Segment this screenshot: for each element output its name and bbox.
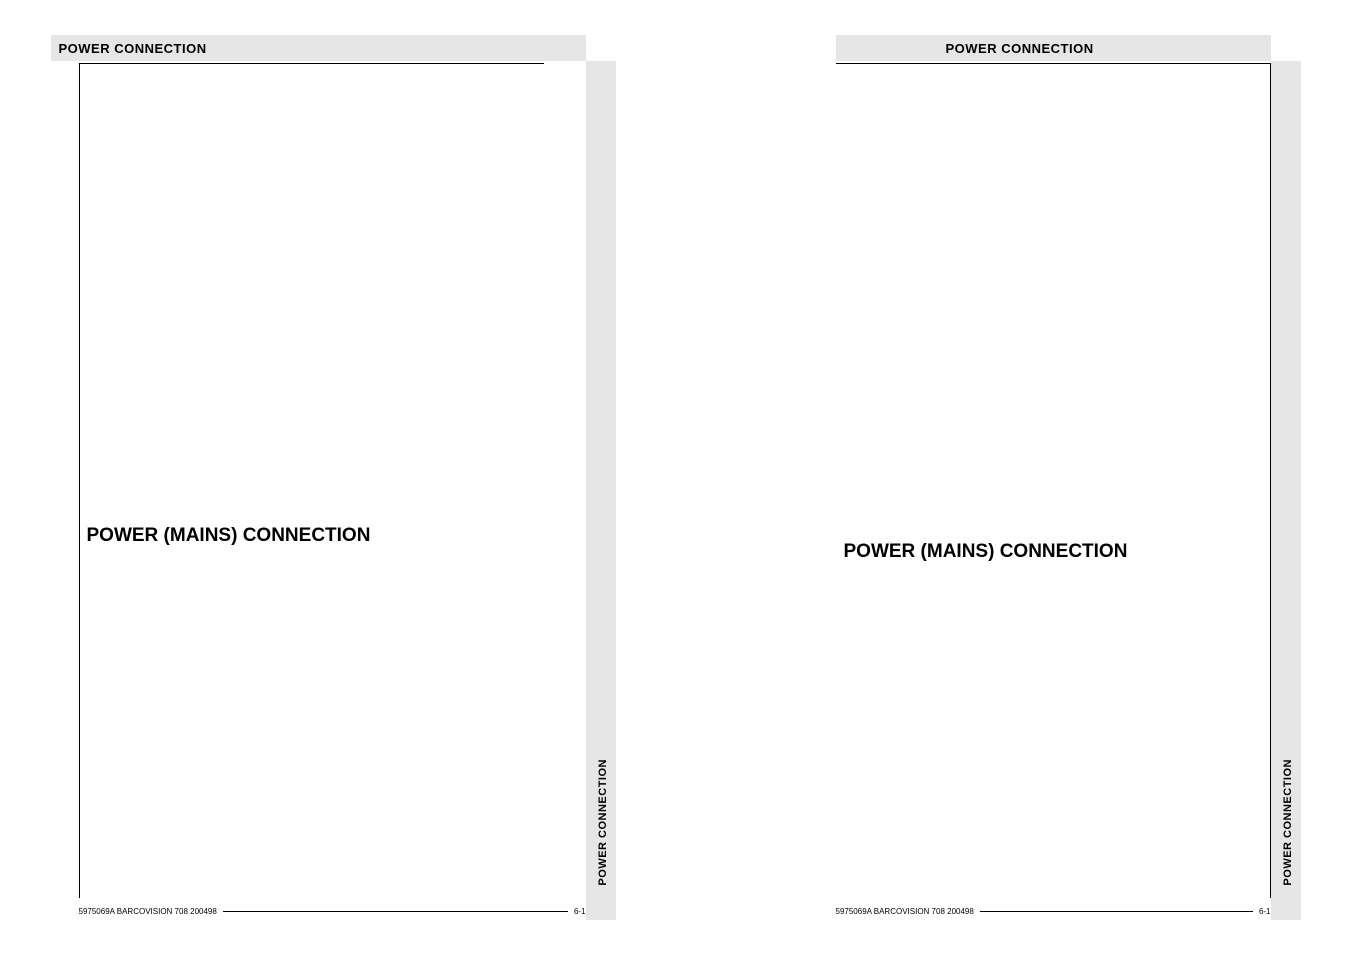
header-bar-left: POWER CONNECTION — [51, 35, 586, 61]
footer-doc-id: 5975069A BARCOVISION 708 200498 — [836, 907, 974, 916]
header-text: POWER CONNECTION — [946, 41, 1094, 56]
header-bar-right: POWER CONNECTION — [836, 35, 1271, 61]
section-title-left: POWER (MAINS) CONNECTION — [87, 525, 371, 547]
right-page: POWER CONNECTION POWER (MAINS) CONNECTIO… — [736, 20, 1301, 920]
footer-left: 5975069A BARCOVISION 708 200498 6-1 — [79, 907, 586, 916]
page-spread: POWER CONNECTION POWER (MAINS) CONNECTIO… — [51, 20, 1301, 920]
section-title-right: POWER (MAINS) CONNECTION — [844, 541, 1128, 563]
content-frame-left — [79, 63, 544, 898]
footer-rule — [980, 911, 1253, 912]
content-frame-right — [836, 63, 1271, 898]
footer-right: 5975069A BARCOVISION 708 200498 6-1 — [836, 907, 1271, 916]
header-text: POWER CONNECTION — [59, 41, 207, 56]
footer-page-number: 6-1 — [1259, 907, 1271, 916]
footer-doc-id: 5975069A BARCOVISION 708 200498 — [79, 907, 217, 916]
vertical-tab-label-right: POWER CONNECTION — [1282, 759, 1294, 886]
footer-page-number: 6-1 — [574, 907, 586, 916]
vertical-tab-label-left: POWER CONNECTION — [597, 759, 609, 886]
left-page: POWER CONNECTION POWER (MAINS) CONNECTIO… — [51, 20, 616, 920]
footer-rule — [223, 911, 568, 912]
